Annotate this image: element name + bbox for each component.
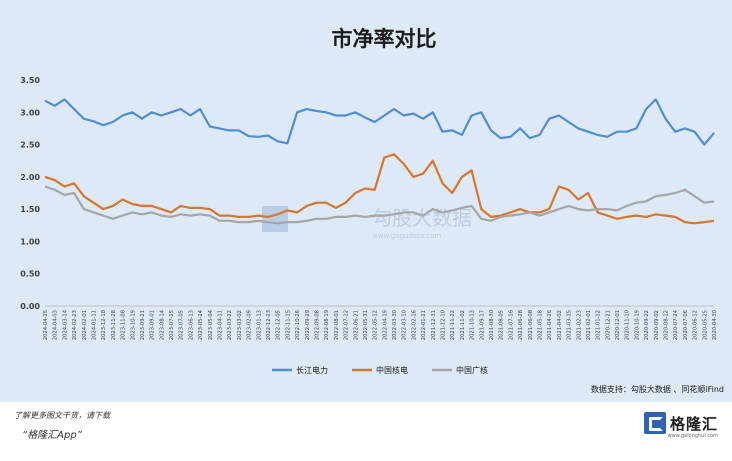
x-tick-label: 2023-09-21	[140, 310, 146, 340]
legend-label: 长江电力	[296, 365, 328, 375]
x-tick-label: 2020-08-12	[664, 310, 670, 340]
x-tick-label: 2021-10-13	[470, 310, 476, 340]
x-tick-label: 2022-10-26	[295, 310, 301, 340]
brand-logo-icon	[643, 412, 666, 434]
x-tick-label: 2024-04-03	[53, 310, 59, 340]
x-tick-label: 2021-08-30	[489, 310, 495, 340]
x-tick-label: 2020-10-19	[634, 310, 640, 340]
x-tick-label: 2022-05-12	[373, 310, 379, 340]
x-tick-label: 2020-09-22	[644, 310, 650, 340]
series-line-1	[44, 153, 715, 225]
x-tick-label: 2023-11-08	[121, 310, 127, 340]
x-tick-label: 2022-07-12	[344, 310, 350, 340]
x-tick-label: 2021-04-02	[557, 310, 563, 340]
series-line-2	[44, 185, 715, 225]
x-tick-label: 2021-12-10	[441, 310, 447, 340]
x-tick-label: 2021-02-23	[576, 310, 582, 340]
x-tick-label: 2021-09-17	[479, 310, 485, 340]
x-tick-label: 2020-12-21	[605, 310, 611, 340]
brand-logo-url: www.gelonghui.com	[667, 433, 718, 439]
source-text: 数据支持：勾股大数据 、同花顺iFind	[591, 384, 724, 394]
chart-svg: 市净率对比 勾股大数据 www.gogudata.com 0.000.501.0…	[20, 27, 724, 394]
x-tick-label: 2021-01-12	[596, 310, 602, 340]
x-tick-label: 2021-11-22	[450, 310, 456, 340]
x-tick-label: 2020-06-12	[693, 310, 699, 340]
x-tick-label: 2022-12-05	[276, 310, 282, 340]
x-tick-label: 2021-06-08	[528, 310, 534, 340]
series-line-0	[44, 98, 715, 146]
x-tick-label: 2024-01-11	[91, 310, 97, 340]
x-tick-label: 2023-09-01	[150, 310, 156, 340]
x-tick-label: 2023-03-02	[237, 310, 243, 340]
x-tick-label: 2020-04-30	[712, 310, 718, 340]
x-tick-label: 2021-06-28	[518, 310, 524, 340]
x-tick-label: 2022-01-21	[421, 310, 427, 340]
x-tick-label: 2023-10-19	[130, 310, 136, 340]
x-tick-label: 2022-06-21	[353, 310, 359, 340]
x-tick-label: 2022-05-31	[363, 310, 369, 340]
x-tick-label: 2020-11-10	[625, 310, 631, 340]
watermark-url: www.gogudata.com	[372, 232, 441, 240]
x-tick-label: 2020-07-24	[673, 309, 679, 340]
x-tick-label: 2024-02-01	[82, 310, 88, 340]
x-tick-label: 2022-03-30	[392, 310, 398, 340]
y-tick-label: 2.50	[20, 141, 40, 150]
x-tick-label: 2022-04-19	[382, 310, 388, 340]
x-tick-label: 2022-12-23	[266, 310, 272, 340]
x-tick-label: 2023-07-25	[169, 310, 175, 340]
x-tick-label: 2023-03-22	[227, 310, 233, 340]
y-tick-label: 1.00	[20, 237, 40, 246]
x-tick-label: 2021-07-16	[508, 310, 514, 340]
y-tick-label: 2.00	[20, 173, 40, 182]
y-tick-label: 0.50	[20, 270, 40, 279]
x-tick-label: 2020-05-25	[702, 310, 708, 340]
x-tick-label: 2023-01-13	[256, 310, 262, 340]
y-tick-label: 0.00	[20, 302, 40, 311]
x-tick-label: 2023-07-05	[179, 310, 185, 340]
x-tick-label: 2021-12-31	[431, 310, 437, 340]
promo-text: 了解更多图文干货，请下载	[14, 411, 110, 420]
promo-app-name: “格隆汇App”	[22, 430, 82, 441]
x-tick-label: 2024-04-25	[43, 310, 49, 340]
x-tick-label: 2024-02-23	[72, 310, 78, 340]
x-tick-label: 2020-09-02	[654, 310, 660, 340]
y-tick-label: 3.00	[20, 108, 40, 117]
y-tick-label: 3.50	[20, 76, 40, 85]
x-tick-label: 2024-03-14	[62, 309, 68, 340]
x-tick-label: 2021-08-05	[499, 310, 505, 340]
chart-panel: 市净率对比 勾股大数据 www.gogudata.com 0.00 0.50 1.0…	[0, 0, 732, 402]
footer: 了解更多图文干货，请下载 “格隆汇App” 格隆汇 www.gelonghui.…	[0, 402, 732, 461]
x-tick-label: 2023-11-28	[111, 310, 117, 340]
legend-label: 中国广核	[456, 365, 488, 375]
x-tick-label: 2021-11-02	[460, 310, 466, 340]
x-tick-label: 2023-06-13	[188, 310, 194, 340]
x-tick-label: 2023-05-04	[208, 309, 214, 340]
x-tick-label: 2023-02-09	[247, 310, 253, 340]
brand-logo[interactable]: 格隆汇 www.gelonghui.com	[643, 411, 718, 439]
x-tick-label: 2022-09-08	[314, 310, 320, 340]
x-tick-label: 2021-02-01	[586, 310, 592, 340]
x-tick-label: 2022-11-15	[285, 310, 291, 340]
x-tick-label: 2022-09-29	[305, 310, 311, 340]
chart-title: 市净率对比	[332, 27, 437, 51]
legend-label: 中国核电	[376, 365, 408, 375]
x-tick-label: 2021-04-26	[547, 310, 553, 340]
x-tick-label: 2022-03-10	[402, 310, 408, 340]
x-tick-label: 2022-02-16	[411, 310, 417, 340]
watermark-logo-icon	[262, 206, 288, 232]
x-tick-label: 2023-05-24	[198, 309, 204, 340]
x-tick-label: 2022-08-19	[324, 310, 330, 340]
x-tick-label: 2022-08-01	[334, 310, 340, 340]
x-tick-label: 2021-05-18	[537, 310, 543, 340]
x-tick-label: 2020-07-06	[683, 310, 689, 340]
x-tick-label: 2023-04-11	[218, 310, 224, 340]
x-tick-label: 2023-12-18	[101, 310, 107, 340]
x-tick-label: 2020-12-01	[615, 310, 621, 340]
y-tick-label: 1.50	[20, 205, 40, 214]
brand-logo-text: 格隆汇	[669, 414, 718, 433]
x-tick-label: 2021-03-15	[567, 310, 573, 340]
x-tick-label: 2023-08-14	[159, 309, 165, 340]
